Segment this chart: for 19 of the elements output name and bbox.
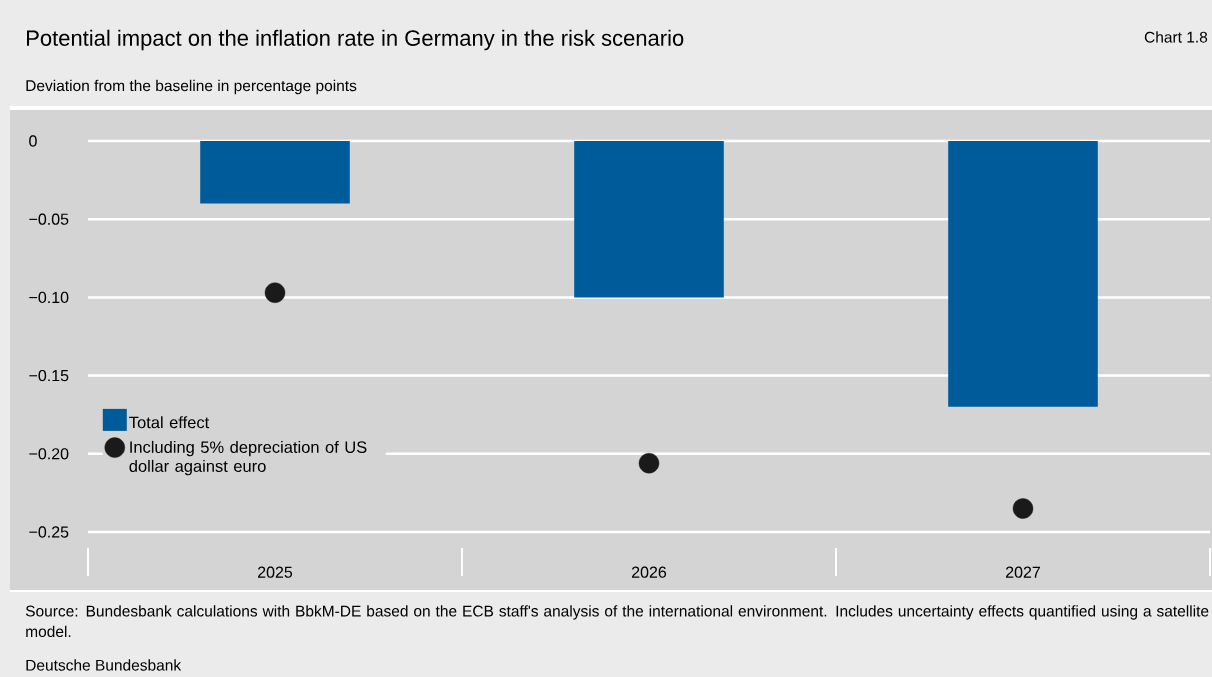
x-tick-label: 2026 (632, 566, 667, 578)
text: Deutsche Bundesbank (26, 659, 182, 671)
y-tick-label: 0 (29, 135, 37, 147)
y-tick-label: −0.15 (29, 369, 69, 382)
caption: Chart 1.8 (1144, 31, 1208, 43)
y-tick-label: −0.05 (29, 213, 69, 225)
y-tick-label: −0.20 (29, 448, 69, 460)
x-tick-label: 2027 (1006, 566, 1040, 578)
point (1012, 498, 1034, 519)
point (264, 282, 286, 303)
y-tick-label: −0.25 (29, 526, 69, 538)
legend-label: Total effect (129, 416, 210, 429)
source-note: Source: Bundesbank calculations with BbkM-DE based on the ECB staff's analysis of the international environment. Includes uncertainty effects quantified using a satellite model. (25, 605, 1209, 638)
y-tick-label: −0.10 (29, 291, 69, 304)
chart-title: Potential impact on the inflation rate in Germany in the risk scenario (27, 29, 684, 51)
point (638, 452, 660, 474)
x-tick-label: 2025 (258, 566, 293, 578)
chart-subtitle: Deviation from the baseline in percentage points (26, 79, 357, 95)
legend-label: Including 5% depreciation of US dollar against euro (129, 440, 367, 476)
